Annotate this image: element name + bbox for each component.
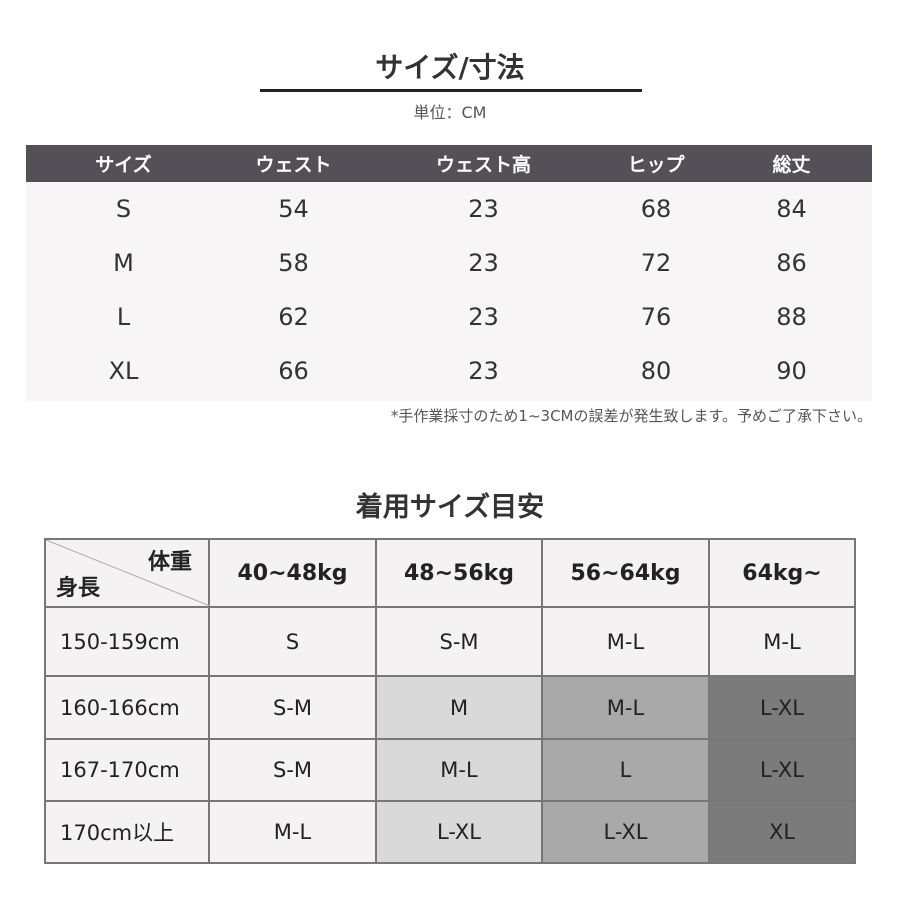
table-row: S 54 23 68 84: [26, 182, 872, 236]
weight-header: 40~48kg: [208, 538, 377, 608]
size-recommendation: M-L: [708, 606, 856, 677]
column-header: ウェスト高: [435, 154, 531, 176]
size-recommendation: S-M: [208, 738, 377, 802]
size-recommendation: M-L: [375, 738, 543, 802]
column-header: サイズ: [95, 154, 152, 176]
fit-row: 170cm以上 M-L L-XL L-XL XL: [44, 800, 856, 864]
measurement-note: *手作業採寸のため1~3CMの誤差が発生致します。予めご了承下さい。: [390, 407, 872, 425]
size-recommendation: L-XL: [708, 738, 856, 802]
table-cell: 58: [278, 249, 309, 277]
size-table-header: サイズ ウェスト ウェスト高 ヒップ 総丈: [26, 145, 872, 182]
size-recommendation: L-XL: [708, 675, 856, 740]
table-cell: 86: [776, 249, 807, 277]
table-cell: 72: [640, 249, 672, 277]
corner-cell: 体重身長: [44, 538, 210, 608]
fit-header-row: 体重 身長 40~48kg 48~56kg 56~64kg 64kg~: [44, 538, 856, 608]
table-cell: 54: [278, 195, 309, 223]
unit-label: 単位：CM: [413, 103, 487, 122]
table-row: M 58 23 72 86: [26, 236, 872, 290]
table-cell: 84: [776, 195, 807, 223]
weight-label: 体重: [147, 550, 192, 575]
size-recommendation: M-L: [541, 675, 710, 740]
size-table: サイズ ウェスト ウェスト高 ヒップ 総丈 S 54 23 68 84 M 58 23 72 86 L 62 2…: [26, 145, 872, 401]
height-range: 170cm以上: [44, 800, 210, 864]
size-recommendation: M-L: [208, 800, 377, 864]
size-recommendation: L-XL: [541, 800, 710, 864]
diagonal-line: [46, 540, 210, 606]
fit-row: 150-159cm S S-M M-L M-L: [44, 606, 856, 677]
weight-header: 64kg~: [708, 538, 856, 608]
fit-guide-table: 体重 身長 40~48kg 48~56kg 56~64kg 64kg~ 150-159cm S…: [44, 538, 856, 864]
table-cell: 23: [468, 303, 499, 331]
table-cell: 68: [640, 195, 672, 223]
table-cell: 23: [468, 195, 499, 223]
column-header: 総丈: [772, 154, 811, 176]
title-divider: [260, 89, 642, 92]
fit-guide-title: 着用サイズ目安: [355, 492, 545, 523]
table-cell: M: [113, 249, 134, 277]
size-recommendation: XL: [708, 800, 856, 864]
height-range: 160-166cm: [44, 675, 210, 740]
table-cell: 80: [640, 357, 672, 385]
table-cell: L: [116, 303, 131, 331]
table-row: XL 66 23 80 90: [26, 344, 872, 398]
table-cell: 88: [776, 303, 807, 331]
size-recommendation: L-XL: [375, 800, 543, 864]
column-header: ウェスト: [255, 154, 332, 176]
size-recommendation: S: [208, 606, 377, 677]
column-header: ヒップ: [627, 154, 685, 176]
size-recommendation: L: [541, 738, 710, 802]
size-recommendation: M-L: [541, 606, 710, 677]
table-cell: 76: [640, 303, 672, 331]
size-recommendation: S-M: [208, 675, 377, 740]
table-cell: 90: [776, 357, 807, 385]
table-cell: 62: [278, 303, 309, 331]
size-recommendation: S-M: [375, 606, 543, 677]
table-cell: 23: [468, 249, 499, 277]
weight-header: 48~56kg: [375, 538, 543, 608]
table-cell: S: [115, 195, 132, 223]
size-recommendation: M: [375, 675, 543, 740]
size-title: サイズ/寸法: [375, 51, 525, 84]
height-range: 167-170cm: [44, 738, 210, 802]
table-cell: XL: [108, 357, 139, 385]
height-label: 身長: [56, 576, 101, 601]
fit-row: 167-170cm S-M M-L L L-XL: [44, 738, 856, 802]
table-row: L 62 23 76 88: [26, 290, 872, 344]
height-range: 150-159cm: [44, 606, 210, 677]
weight-header: 56~64kg: [541, 538, 710, 608]
table-cell: 66: [278, 357, 309, 385]
table-cell: 23: [468, 357, 499, 385]
fit-row: 160-166cm S-M M M-L L-XL: [44, 675, 856, 740]
